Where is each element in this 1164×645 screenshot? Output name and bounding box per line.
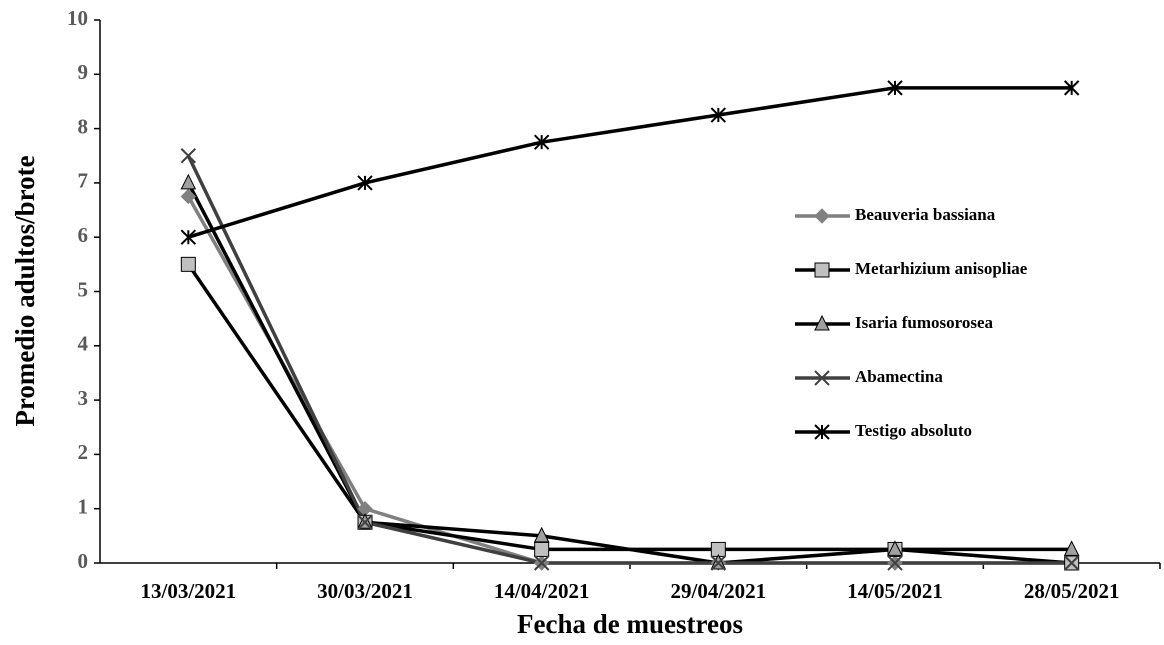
x-tick-label: 13/03/2021 (140, 579, 236, 603)
data-point (357, 514, 373, 530)
data-point (710, 555, 727, 571)
data-point (534, 541, 550, 557)
data-point (887, 80, 903, 96)
y-tick-label: 0 (78, 549, 89, 573)
y-tick-label: 10 (67, 6, 88, 30)
series-line (187, 86, 1072, 239)
y-tick-label: 3 (78, 386, 89, 410)
data-point (710, 107, 727, 123)
legend-label: Testigo absoluto (855, 421, 972, 440)
data-point (533, 134, 550, 150)
legend-marker (814, 370, 830, 386)
data-point (1063, 80, 1080, 96)
y-tick-label: 2 (78, 440, 89, 464)
legend-label: Beauveria bassiana (855, 205, 996, 224)
legend-marker (814, 262, 830, 278)
y-tick-label: 8 (78, 114, 89, 138)
legend-marker (814, 208, 830, 224)
data-point (180, 188, 197, 205)
y-tick-label: 1 (78, 495, 89, 519)
series-line (186, 263, 1072, 565)
x-tick-label: 14/04/2021 (494, 579, 590, 603)
data-point (180, 229, 197, 245)
x-tick-label: 29/04/2021 (670, 579, 766, 603)
y-tick-label: 5 (78, 277, 89, 301)
y-axis-title: Promedio adultos/brote (10, 155, 40, 426)
data-point (357, 175, 373, 191)
data-point (887, 555, 903, 571)
legend-marker (814, 424, 830, 440)
series-line (186, 154, 1072, 565)
data-point (533, 555, 550, 571)
y-tick-label: 7 (78, 169, 89, 193)
x-tick-label: 14/05/2021 (847, 579, 943, 603)
y-tick-label: 6 (78, 223, 89, 247)
legend-label: Isaria fumosorosea (855, 313, 994, 332)
legend-label: Metarhizium anisopliae (855, 259, 1028, 278)
data-point (887, 540, 903, 556)
x-axis-title: Fecha de muestreos (517, 609, 743, 639)
data-point (1063, 540, 1080, 556)
series-line (186, 182, 1072, 565)
x-tick-label: 28/05/2021 (1024, 579, 1120, 603)
y-tick-label: 9 (78, 60, 89, 84)
data-point (180, 256, 196, 272)
data-point (1063, 555, 1080, 571)
legend-marker (814, 314, 830, 331)
data-point (180, 173, 197, 190)
data-point (533, 526, 550, 543)
legend-label: Abamectina (855, 367, 943, 386)
data-point (180, 148, 197, 164)
x-tick-label: 30/03/2021 (317, 579, 413, 603)
y-tick-label: 4 (78, 332, 89, 356)
